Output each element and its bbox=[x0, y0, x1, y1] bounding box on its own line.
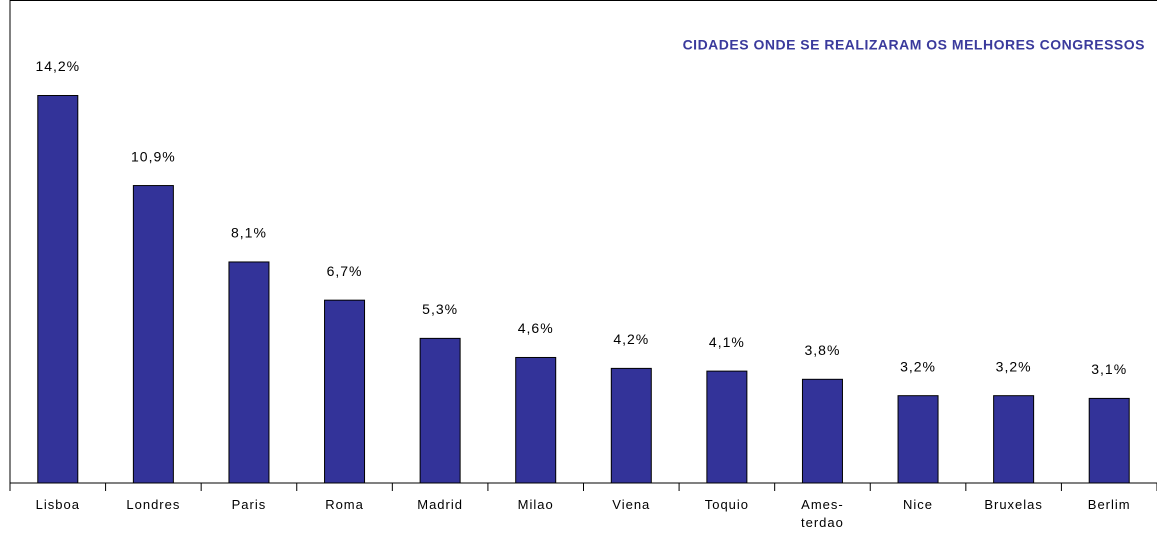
data-label: 3,2% bbox=[996, 358, 1032, 374]
bar bbox=[419, 337, 461, 484]
bar bbox=[1088, 397, 1130, 484]
data-label: 6,7% bbox=[327, 263, 363, 279]
data-label: 4,1% bbox=[709, 334, 745, 350]
bar bbox=[610, 367, 652, 484]
bar bbox=[801, 378, 843, 484]
data-label: 5,3% bbox=[422, 301, 458, 317]
data-label: 8,1% bbox=[231, 225, 267, 241]
bar bbox=[706, 370, 748, 484]
x-tick-label: Roma bbox=[325, 497, 364, 512]
data-label: 3,1% bbox=[1091, 361, 1127, 377]
bar bbox=[993, 395, 1035, 484]
x-tick-label: Paris bbox=[231, 497, 267, 512]
data-label: 3,2% bbox=[900, 358, 936, 374]
plot-frame bbox=[9, 0, 1157, 484]
x-tick-label: Londres bbox=[126, 497, 181, 512]
x-tick-label: Milao bbox=[517, 497, 554, 512]
data-label: 3,8% bbox=[804, 342, 840, 358]
x-tick-label: Nice bbox=[903, 497, 934, 512]
bar bbox=[228, 261, 270, 484]
x-tick-label: Viena bbox=[612, 497, 651, 512]
bar bbox=[37, 95, 79, 484]
x-tick-label: Toquio bbox=[704, 497, 750, 512]
data-label: 10,9% bbox=[131, 148, 176, 164]
x-tick-label: Ames- terdao bbox=[801, 497, 844, 530]
chart-title: CIDADES ONDE SE REALIZARAM OS MELHORES C… bbox=[683, 37, 1145, 53]
x-tick-label: Lisboa bbox=[35, 497, 80, 512]
x-tick-label: Berlim bbox=[1087, 497, 1131, 512]
data-label: 4,6% bbox=[518, 320, 554, 336]
bar bbox=[515, 356, 557, 484]
data-label: 14,2% bbox=[35, 58, 80, 74]
bar bbox=[897, 395, 939, 484]
bar bbox=[132, 185, 174, 484]
bar bbox=[324, 299, 366, 484]
x-tick-label: Madrid bbox=[417, 497, 463, 512]
x-tick-label: Bruxelas bbox=[984, 497, 1043, 512]
data-label: 4,2% bbox=[613, 331, 649, 347]
